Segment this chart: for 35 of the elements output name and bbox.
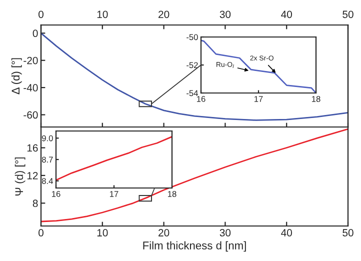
y-tick-label: 8.7 [42, 156, 53, 163]
line-series [201, 40, 316, 93]
y-tick-label: -20 [24, 56, 38, 64]
x2-tick-label: 30 [220, 10, 231, 18]
x2-tick-label: 10 [97, 10, 108, 18]
y-tick-label: -52 [186, 62, 198, 68]
y-tick-label: -60 [24, 111, 38, 119]
line-series [41, 32, 348, 121]
y-axis-title: Δ (d) [°] [11, 58, 22, 94]
y-tick-label: 12 [27, 172, 38, 180]
x-tick-label: 20 [158, 229, 170, 236]
x-tick-label: 17 [110, 191, 118, 197]
line-series [56, 136, 172, 181]
y-tick-label: 8 [32, 200, 38, 208]
x-tick-label: 10 [97, 229, 108, 236]
x-axis-title: Film thickness d [nm] [143, 241, 246, 252]
x-tick-label: 18 [168, 191, 176, 197]
x-tick-label: 40 [281, 229, 292, 236]
y-tick-label: -50 [186, 34, 198, 40]
y-tick-label: -40 [24, 84, 38, 92]
y-tick-label: 16 [27, 144, 38, 152]
x2-tick-label: 20 [158, 10, 170, 18]
y-axis-title: Ψ (d) [°] [14, 157, 26, 196]
x-tick-label: 50 [342, 229, 354, 236]
x-tick-label: 16 [197, 96, 206, 102]
y-tick-label: -54 [186, 90, 198, 96]
y-tick-label: 0 [32, 30, 38, 38]
x2-tick-label: 50 [342, 10, 354, 18]
x-tick-label: 17 [254, 96, 263, 102]
x2-tick-label: 40 [281, 10, 292, 18]
y-tick-label: 8.4 [42, 178, 53, 184]
x-tick-label: 18 [312, 96, 320, 102]
x-tick-label: 30 [220, 229, 231, 236]
y-tick-label: 9.0 [42, 135, 53, 142]
x-tick-label: 16 [52, 191, 60, 197]
